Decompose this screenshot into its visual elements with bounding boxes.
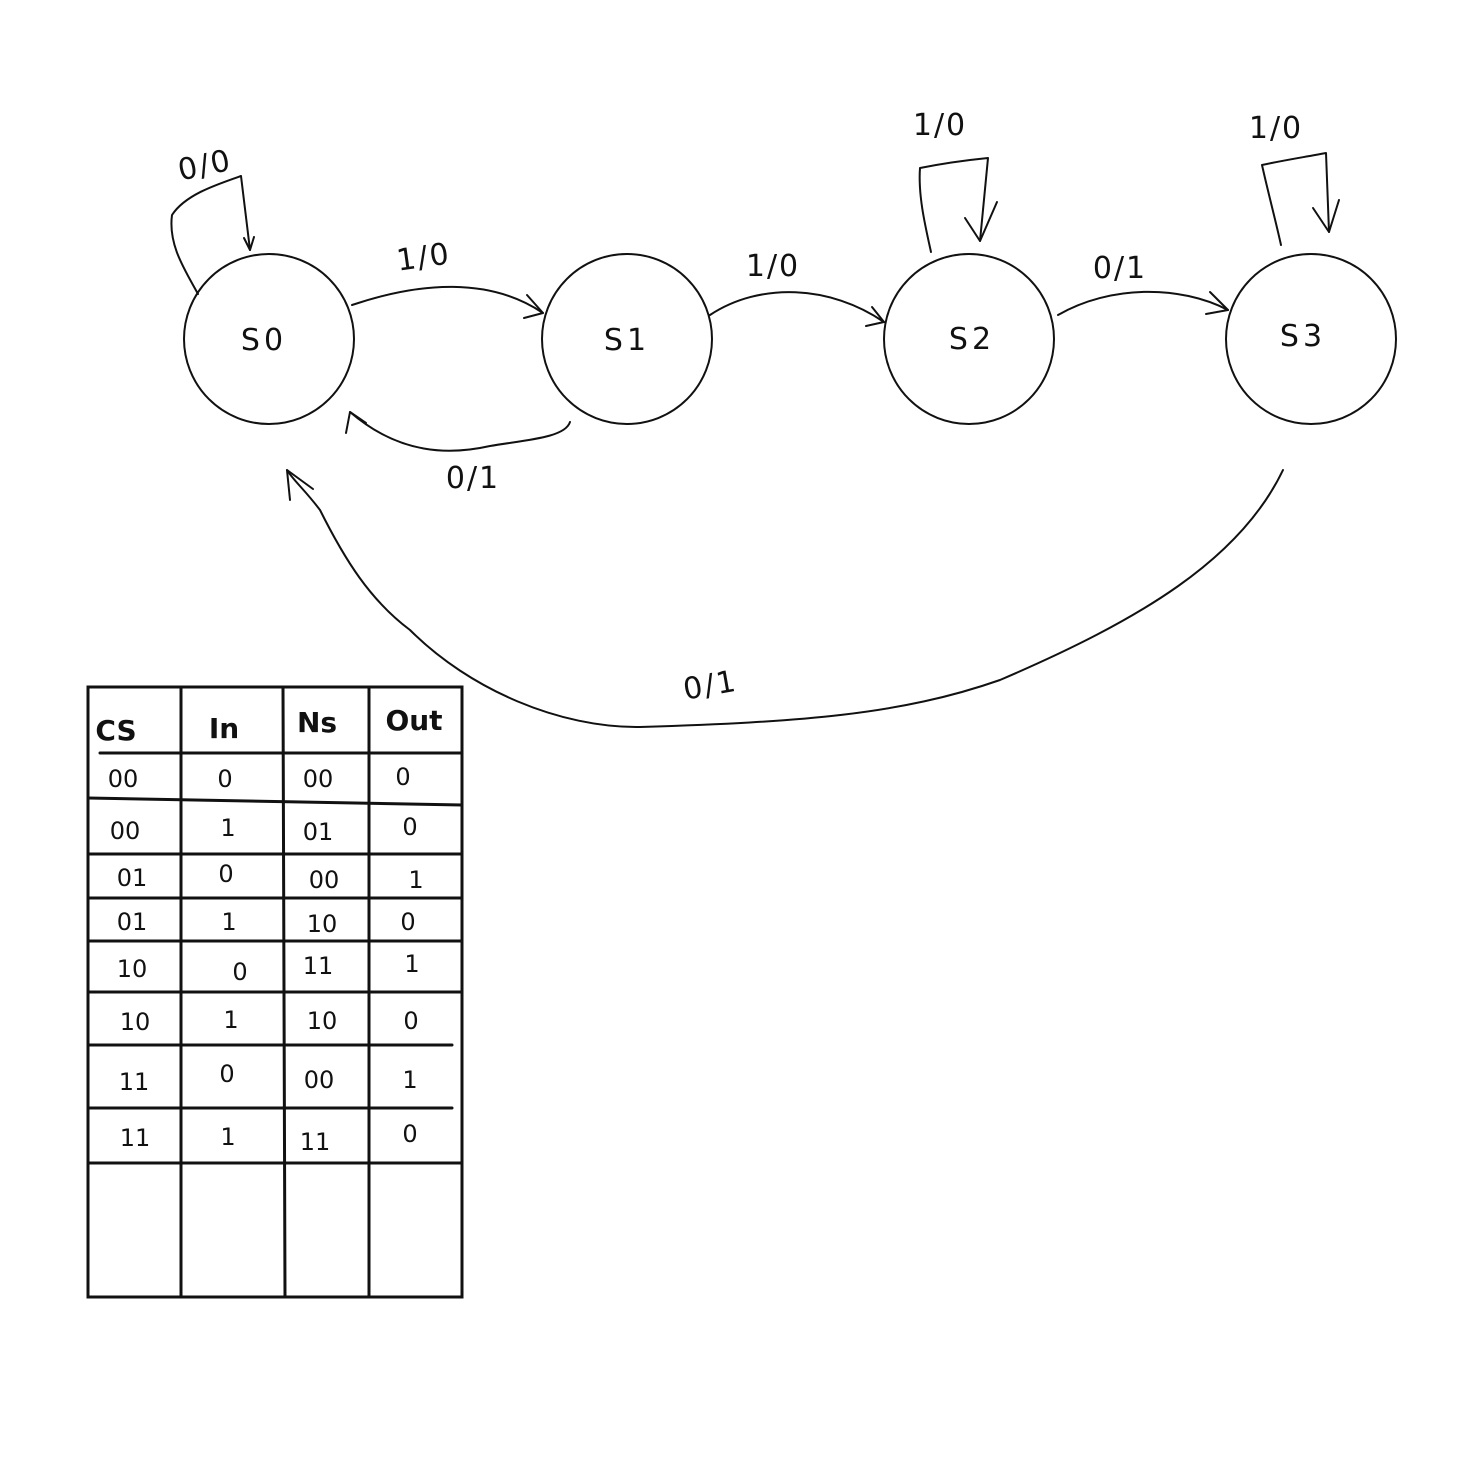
table-row-1: 00 1 01 0 — [110, 813, 418, 846]
transition-s2-s3-label: 0/1 — [1093, 251, 1147, 286]
row-5-ns: 10 — [307, 1007, 338, 1035]
state-table: CS In Ns Out 00 0 00 0 00 1 01 0 01 0 00… — [86, 685, 464, 1299]
state-s3: S3 — [1225, 253, 1397, 425]
row-5-cs: 10 — [120, 1008, 151, 1036]
row-0-cs: 00 — [108, 765, 139, 793]
transition-s3-s0-label: 0/1 — [681, 664, 741, 708]
row-6-out: 1 — [402, 1066, 417, 1094]
row-7-cs: 11 — [120, 1124, 151, 1152]
row-2-cs: 01 — [117, 864, 148, 892]
row-3-out: 0 — [400, 908, 415, 936]
table-row-6: 11 0 00 1 — [119, 1060, 418, 1096]
transition-s0-s1: 1/0 — [351, 236, 544, 319]
transition-s3-self: 1/0 — [1249, 111, 1340, 246]
row-4-out: 1 — [404, 950, 419, 978]
table-header-in: In — [209, 712, 239, 745]
transition-s2-s3: 0/1 — [1057, 251, 1229, 316]
row-1-ns: 01 — [303, 818, 334, 846]
row-6-ns: 00 — [304, 1066, 335, 1094]
row-5-out: 0 — [403, 1007, 418, 1035]
table-row-3: 01 1 10 0 — [117, 908, 416, 938]
state-s0-label: S0 — [241, 323, 287, 358]
transition-s1-s2-label: 1/0 — [746, 249, 800, 284]
row-3-in: 1 — [221, 908, 236, 936]
state-s3-label: S3 — [1280, 319, 1326, 354]
table-header-ns: Ns — [297, 706, 337, 739]
row-4-cs: 10 — [117, 955, 148, 983]
table-row-7: 11 1 11 0 — [120, 1120, 418, 1156]
row-7-out: 0 — [402, 1120, 417, 1148]
state-s2-label: S2 — [949, 322, 995, 357]
row-4-in: 0 — [232, 958, 247, 986]
state-s0: S0 — [183, 253, 355, 425]
row-2-out: 1 — [408, 866, 423, 894]
row-0-in: 0 — [217, 765, 232, 793]
state-s1-label: S1 — [604, 323, 650, 358]
row-4-ns: 11 — [303, 952, 334, 980]
table-row-5: 10 1 10 0 — [120, 1006, 419, 1036]
transition-s1-s2: 1/0 — [709, 249, 885, 327]
table-row-4: 10 0 11 1 — [117, 950, 420, 986]
row-7-in: 1 — [220, 1123, 235, 1151]
row-2-ns: 00 — [309, 866, 340, 894]
table-row-2: 01 0 00 1 — [117, 860, 424, 894]
transition-s1-s0: 0/1 — [345, 411, 571, 496]
row-6-cs: 11 — [119, 1068, 150, 1096]
table-header-cs: CS — [95, 714, 136, 747]
row-7-ns: 11 — [300, 1128, 331, 1156]
state-s1: S1 — [541, 253, 713, 425]
row-1-cs: 00 — [110, 817, 141, 845]
row-0-out: 0 — [395, 763, 410, 791]
row-5-in: 1 — [223, 1006, 238, 1034]
transition-s0-s1-label: 1/0 — [394, 236, 453, 278]
row-1-out: 0 — [402, 813, 417, 841]
table-row-0: 00 0 00 0 — [108, 763, 411, 793]
transition-s2-self-label: 1/0 — [913, 108, 967, 143]
transition-s3-self-label: 1/0 — [1249, 111, 1303, 146]
row-3-cs: 01 — [117, 908, 148, 936]
transition-s0-self: 0/0 — [170, 143, 255, 295]
transition-s2-self: 1/0 — [913, 108, 998, 253]
row-3-ns: 10 — [307, 910, 338, 938]
row-1-in: 1 — [220, 814, 235, 842]
row-2-in: 0 — [218, 860, 233, 888]
row-6-in: 0 — [219, 1060, 234, 1088]
state-s2: S2 — [883, 253, 1055, 425]
row-0-ns: 00 — [303, 765, 334, 793]
table-header-out: Out — [385, 704, 442, 737]
transition-s1-s0-label: 0/1 — [446, 461, 500, 496]
